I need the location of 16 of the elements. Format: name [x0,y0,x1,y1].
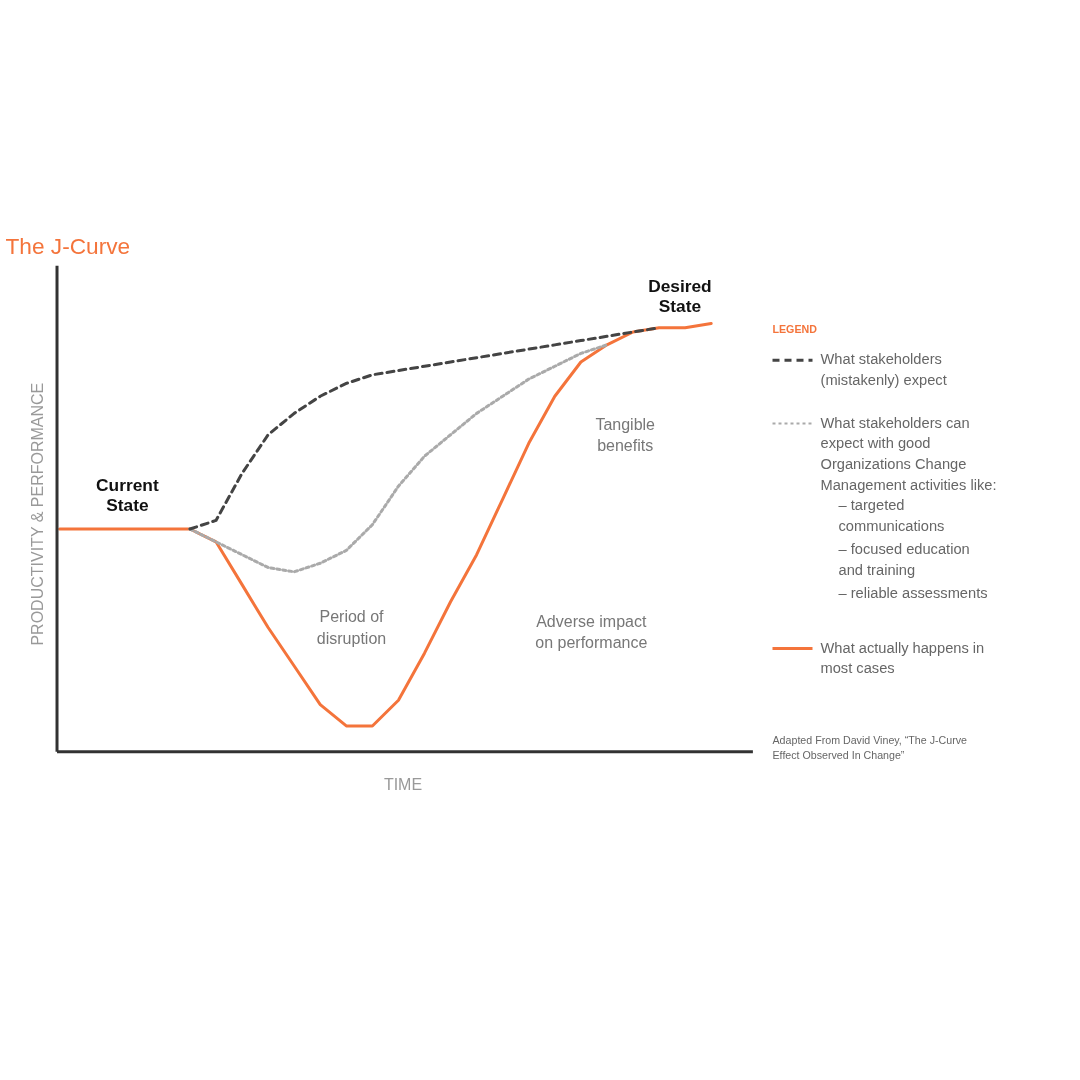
legend-label: What stakeholders (mistakenly) expect [820,351,947,389]
chart-title: The J-Curve [5,232,131,259]
y-axis-title: PRODUCTIVITY & PERFORMANCE [28,382,46,646]
legend-label: What actually happens in most cases [820,639,985,677]
legend-title: LEGEND [772,323,818,336]
text: – targeted communications [838,497,945,535]
annotation: Adverse impact on performance [535,612,648,651]
legend-label: What stakeholders can expect with good Organizations Change Management activities like: [820,414,997,494]
x-axis-title: TIME [383,775,423,793]
annotation: Current State [96,474,159,515]
text: – focused education and training [838,541,970,579]
text: – reliable assessments [838,585,988,602]
annotation: Period of disruption [316,608,387,647]
text: Adapted From David Viney, “The J-Curve Effect Observed In Change” [772,733,968,762]
annotation: Tangible benefits [595,415,656,454]
text: Desired State [648,275,712,316]
